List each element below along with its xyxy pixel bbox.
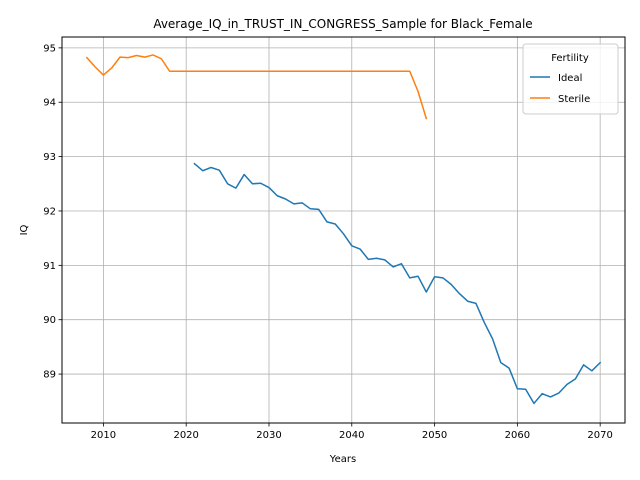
x-tick-label: 2060 [505,430,530,441]
series-layer [85,54,602,405]
y-tick-label: 95 [43,43,56,54]
y-tick-label: 89 [43,370,56,381]
legend-label-sterile: Sterile [558,94,590,105]
x-tick-label: 2050 [422,430,447,441]
x-tick-label: 2030 [256,430,281,441]
y-axis: 89 90 91 92 93 94 95 [43,43,62,381]
y-tick-label: 93 [43,152,56,163]
series-line-ideal [193,162,602,405]
grid-lines [62,37,625,423]
chart-title: Average_IQ_in_TRUST_IN_CONGRESS_Sample f… [153,17,532,31]
legend-label-ideal: Ideal [558,73,582,84]
plot-frame [61,36,626,424]
y-tick-label: 91 [43,261,56,272]
legend-box [522,43,619,115]
y-tick-label: 94 [43,98,56,109]
y-tick-label: 90 [43,315,56,326]
legend-title: Fertility [551,53,589,64]
x-axis-label: Years [329,454,356,465]
legend: Fertility Ideal Sterile [522,43,619,115]
x-tick-label: 2040 [339,430,364,441]
y-axis-label: IQ [19,224,30,235]
x-tick-label: 2010 [91,430,116,441]
y-tick-label: 92 [43,206,56,217]
x-axis: 2010 2020 2030 2040 2050 2060 2070 [91,423,613,441]
x-tick-label: 2020 [173,430,198,441]
x-tick-label: 2070 [587,430,612,441]
series-line-sterile [85,54,428,120]
